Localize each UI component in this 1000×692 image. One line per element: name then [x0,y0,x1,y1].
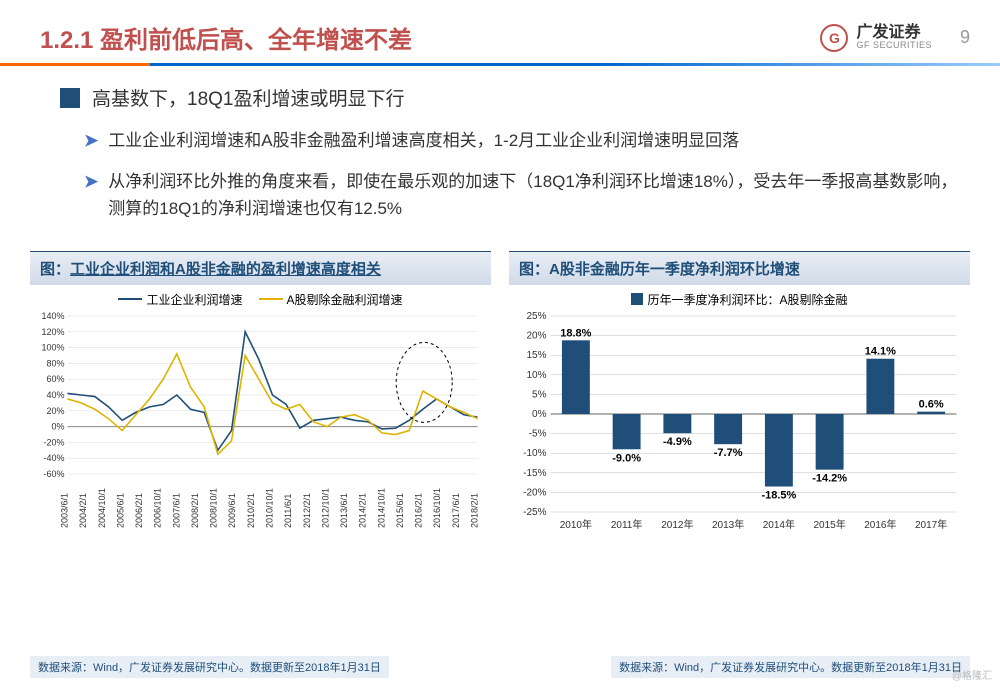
svg-text:2006/10/1: 2006/10/1 [153,488,163,528]
svg-text:2009/6/1: 2009/6/1 [227,493,237,528]
svg-text:-14.2%: -14.2% [812,472,847,484]
chart-legend: 历年一季度净利润环比：A股剔除金融 [513,291,966,308]
svg-text:2012/2/1: 2012/2/1 [302,493,312,528]
svg-text:5%: 5% [532,389,547,400]
svg-text:2016/2/1: 2016/2/1 [414,493,424,528]
svg-text:-20%: -20% [43,437,64,447]
svg-text:140%: 140% [41,312,64,321]
svg-text:2018/2/1: 2018/2/1 [470,493,480,528]
svg-text:-60%: -60% [43,469,64,479]
source-note: 数据来源：Wind，广发证券发展研究中心。数据更新至2018年1月31日 [611,656,970,678]
bullet-item: ➤ 从净利润环比外推的角度来看，即使在最乐观的加速下（18Q1净利润环比增速18… [60,168,960,222]
section-title: 1.2.1 盈利前低后高、全年增速不差 [40,20,412,55]
svg-text:2003/6/1: 2003/6/1 [60,493,70,528]
legend-item: 工业企业利润增速 [118,291,242,308]
svg-text:2017年: 2017年 [915,518,947,531]
svg-text:2006/2/1: 2006/2/1 [134,493,144,528]
svg-text:2014年: 2014年 [763,518,795,531]
chart-title: 图：A股非金融历年一季度净利润环比增速 [509,251,970,285]
bullet-text: 从净利润环比外推的角度来看，即使在最乐观的加速下（18Q1净利润环比增速18%）… [108,168,960,222]
svg-text:20%: 20% [526,330,546,341]
bar-chart: -25% -20% -15% -10% -5% 0% 5% 10% 15% 20% 25% 18.8%… [513,312,966,532]
svg-text:-15%: -15% [523,467,546,478]
svg-text:2004/10/1: 2004/10/1 [97,488,107,528]
svg-text:2008/2/1: 2008/2/1 [190,493,200,528]
svg-text:2016年: 2016年 [864,518,896,531]
svg-text:2010/2/1: 2010/2/1 [246,493,256,528]
svg-text:2015/6/1: 2015/6/1 [395,493,405,528]
svg-text:15%: 15% [526,350,546,361]
svg-text:0%: 0% [51,421,64,431]
svg-text:-20%: -20% [523,487,546,498]
svg-text:100%: 100% [41,342,64,352]
subtitle: 高基数下，18Q1盈利增速或明显下行 [92,84,404,111]
source-note: 数据来源：Wind，广发证券发展研究中心。数据更新至2018年1月31日 [30,656,389,678]
svg-text:2012/10/1: 2012/10/1 [320,488,330,528]
svg-text:-9.0%: -9.0% [612,452,641,464]
svg-text:-7.7%: -7.7% [714,447,743,459]
svg-text:-4.9%: -4.9% [663,436,692,448]
logo-en: GF SECURITIES [856,41,932,50]
svg-text:2014/10/1: 2014/10/1 [376,488,386,528]
legend-item: 历年一季度净利润环比：A股剔除金融 [631,291,847,308]
svg-text:25%: 25% [526,312,546,322]
svg-text:-25%: -25% [523,507,546,518]
chart-panel-right: 图：A股非金融历年一季度净利润环比增速 历年一季度净利润环比：A股剔除金融 -2… [509,251,970,545]
svg-text:20%: 20% [46,405,64,415]
svg-text:2017/6/1: 2017/6/1 [451,493,461,528]
svg-text:60%: 60% [46,374,64,384]
svg-text:-5%: -5% [529,428,547,439]
svg-text:2010/10/1: 2010/10/1 [265,488,275,528]
logo-icon: G [820,24,848,52]
line-chart: -60% -40% -20% 0% 20% 40% 60% 80% 100% 120% 140% 20… [34,312,487,532]
svg-text:2014/2/1: 2014/2/1 [358,493,368,528]
svg-text:80%: 80% [46,358,64,368]
chart-panel-left: 图：工业企业利润和A股非金融的盈利增速高度相关 工业企业利润增速 A股剔除金融利润… [30,251,491,545]
svg-text:-10%: -10% [523,448,546,459]
svg-text:18.8%: 18.8% [560,327,591,339]
chart-legend: 工业企业利润增速 A股剔除金融利润增速 [34,291,487,308]
subtitle-marker [60,88,80,108]
svg-text:10%: 10% [526,369,546,380]
svg-text:14.1%: 14.1% [865,345,896,357]
svg-text:2012年: 2012年 [661,518,693,531]
svg-text:40%: 40% [46,390,64,400]
chevron-right-icon: ➤ [84,127,98,154]
legend-item: A股剔除金融利润增速 [259,291,403,308]
bullet-text: 工业企业利润增速和A股非金融盈利增速高度相关，1-2月工业企业利润增速明显回落 [108,127,739,154]
brand-logo: G 广发证券 GF SECURITIES 9 [820,24,970,52]
svg-text:2008/10/1: 2008/10/1 [209,488,219,528]
svg-text:2004/2/1: 2004/2/1 [78,493,88,528]
svg-text:2011/6/1: 2011/6/1 [283,493,293,527]
bullet-item: ➤ 工业企业利润增速和A股非金融盈利增速高度相关，1-2月工业企业利润增速明显回… [60,127,960,154]
page-number: 9 [960,27,970,48]
chart-title: 图：工业企业利润和A股非金融的盈利增速高度相关 [30,251,491,285]
svg-text:2005/6/1: 2005/6/1 [115,493,125,528]
svg-text:2013/6/1: 2013/6/1 [339,493,349,528]
svg-text:2016/10/1: 2016/10/1 [432,488,442,528]
svg-text:2007/6/1: 2007/6/1 [171,493,181,528]
svg-text:-18.5%: -18.5% [761,489,796,501]
svg-text:0%: 0% [532,409,547,420]
svg-text:2010年: 2010年 [560,518,592,531]
svg-text:2013年: 2013年 [712,518,744,531]
svg-text:-40%: -40% [43,453,64,463]
svg-text:2011年: 2011年 [611,518,643,531]
svg-text:2015年: 2015年 [814,518,846,531]
watermark: @格隆汇 [952,667,992,682]
chevron-right-icon: ➤ [84,168,98,222]
logo-cn: 广发证券 [856,25,932,41]
svg-text:120%: 120% [41,326,64,336]
svg-text:0.6%: 0.6% [919,398,944,410]
